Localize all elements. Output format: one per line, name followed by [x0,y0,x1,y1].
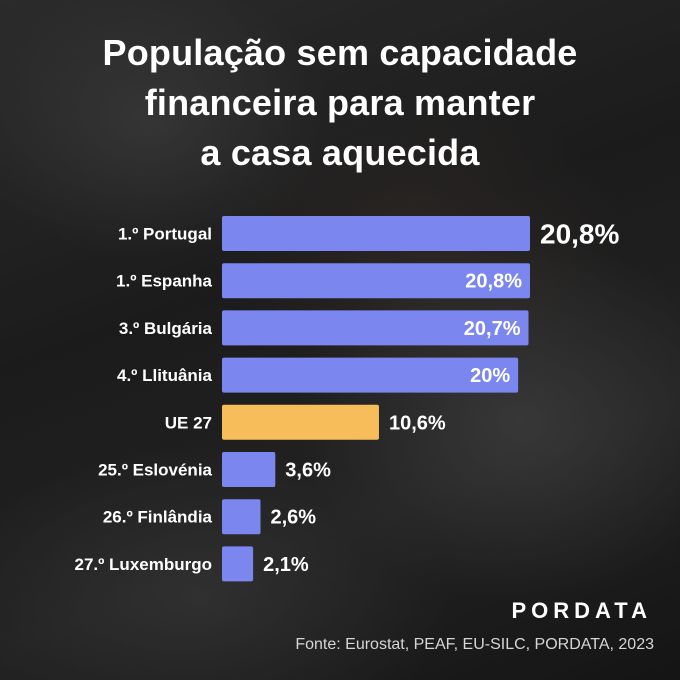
category-label: 25.º Eslovénia [98,461,212,480]
category-label: 1.º Espanha [116,272,213,291]
value-label: 20,7% [464,318,521,340]
bar-0 [222,216,530,251]
value-label: 3,6% [285,460,331,482]
category-label: 1.º Portugal [118,225,212,244]
bar-4 [222,404,379,440]
category-label: UE 27 [165,413,212,432]
category-label: 4.º Llituânia [117,366,213,385]
pordata-logo: PORDATA [511,598,652,623]
value-label: 2,1% [263,554,309,576]
source-note: Fonte: Eurostat, PEAF, EU-SILC, PORDATA,… [295,636,654,653]
bar-1 [222,263,530,299]
value-label: 2,6% [271,507,317,529]
bar-3 [222,357,519,393]
bar-5 [222,452,276,487]
bar-6 [222,499,261,535]
title-line-3: a casa aquecida [200,132,480,173]
value-label: 20% [470,365,510,387]
category-label: 27.º Luxemburgo [74,555,212,574]
title-line-2: financeira para manter [144,82,536,123]
value-label: 20,8% [465,271,522,293]
category-label: 3.º Bulgária [119,319,213,338]
category-label: 26.º Finlândia [103,508,213,527]
chart-title: População sem capacidade financeira para… [0,28,680,178]
title-line-1: População sem capacidade [102,32,578,73]
value-label: 20,8% [540,219,619,250]
bar-7 [222,546,254,582]
bar-2 [222,310,529,346]
value-label: 10,6% [389,412,446,434]
